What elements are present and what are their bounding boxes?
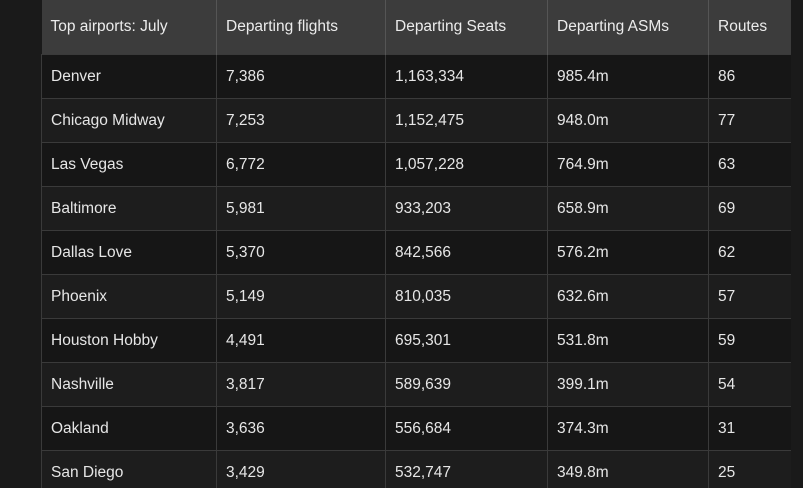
cell-departing-flights: 3,429 xyxy=(216,450,386,488)
table-row: Dallas Love 5,370 842,566 576.2m 62 xyxy=(41,230,791,275)
cell-departing-asms: 349.8m xyxy=(547,450,709,488)
cell-departing-asms: 531.8m xyxy=(547,318,709,363)
cell-airport: Las Vegas xyxy=(41,142,217,187)
cell-airport: Baltimore xyxy=(41,186,217,231)
header-departing-flights: Departing flights xyxy=(216,0,386,55)
cell-departing-flights: 3,817 xyxy=(216,362,386,407)
cell-routes: 57 xyxy=(708,274,791,319)
table-row: Phoenix 5,149 810,035 632.6m 57 xyxy=(41,274,791,319)
cell-departing-seats: 933,203 xyxy=(385,186,548,231)
cell-airport: Houston Hobby xyxy=(41,318,217,363)
table-row: Las Vegas 6,772 1,057,228 764.9m 63 xyxy=(41,142,791,187)
cell-departing-asms: 948.0m xyxy=(547,98,709,143)
table-row: Nashville 3,817 589,639 399.1m 54 xyxy=(41,362,791,407)
table-row: Denver 7,386 1,163,334 985.4m 86 xyxy=(41,54,791,99)
cell-departing-asms: 576.2m xyxy=(547,230,709,275)
cell-departing-asms: 374.3m xyxy=(547,406,709,451)
cell-departing-seats: 842,566 xyxy=(385,230,548,275)
cell-routes: 25 xyxy=(708,450,791,488)
table-row: Oakland 3,636 556,684 374.3m 31 xyxy=(41,406,791,451)
cell-departing-seats: 810,035 xyxy=(385,274,548,319)
table-body: Denver 7,386 1,163,334 985.4m 86 Chicago… xyxy=(41,54,791,488)
cell-airport: Dallas Love xyxy=(41,230,217,275)
table-row: Chicago Midway 7,253 1,152,475 948.0m 77 xyxy=(41,98,791,143)
table-header: Top airports: July Departing flights Dep… xyxy=(41,0,791,55)
cell-departing-flights: 5,149 xyxy=(216,274,386,319)
cell-airport: Chicago Midway xyxy=(41,98,217,143)
cell-routes: 69 xyxy=(708,186,791,231)
table-row: San Diego 3,429 532,747 349.8m 25 xyxy=(41,450,791,488)
cell-routes: 62 xyxy=(708,230,791,275)
header-departing-seats: Departing Seats xyxy=(385,0,548,55)
cell-departing-asms: 399.1m xyxy=(547,362,709,407)
header-row: Top airports: July Departing flights Dep… xyxy=(41,0,791,55)
cell-airport: Oakland xyxy=(41,406,217,451)
cell-routes: 31 xyxy=(708,406,791,451)
cell-routes: 77 xyxy=(708,98,791,143)
table-container: Top airports: July Departing flights Dep… xyxy=(41,0,791,488)
cell-departing-flights: 5,981 xyxy=(216,186,386,231)
header-departing-asms: Departing ASMs xyxy=(547,0,709,55)
cell-routes: 63 xyxy=(708,142,791,187)
header-routes: Routes xyxy=(708,0,791,55)
cell-airport: Denver xyxy=(41,54,217,99)
cell-routes: 86 xyxy=(708,54,791,99)
cell-departing-seats: 695,301 xyxy=(385,318,548,363)
cell-departing-flights: 7,253 xyxy=(216,98,386,143)
cell-departing-seats: 1,163,334 xyxy=(385,54,548,99)
table-row: Houston Hobby 4,491 695,301 531.8m 59 xyxy=(41,318,791,363)
cell-departing-asms: 764.9m xyxy=(547,142,709,187)
cell-departing-seats: 1,057,228 xyxy=(385,142,548,187)
header-airport: Top airports: July xyxy=(41,0,217,55)
cell-departing-seats: 532,747 xyxy=(385,450,548,488)
cell-departing-asms: 658.9m xyxy=(547,186,709,231)
cell-departing-seats: 556,684 xyxy=(385,406,548,451)
top-airports-table: Top airports: July Departing flights Dep… xyxy=(41,0,791,488)
cell-departing-seats: 589,639 xyxy=(385,362,548,407)
cell-departing-flights: 7,386 xyxy=(216,54,386,99)
cell-departing-flights: 6,772 xyxy=(216,142,386,187)
cell-airport: Nashville xyxy=(41,362,217,407)
cell-departing-seats: 1,152,475 xyxy=(385,98,548,143)
cell-airport: Phoenix xyxy=(41,274,217,319)
cell-routes: 59 xyxy=(708,318,791,363)
cell-departing-flights: 5,370 xyxy=(216,230,386,275)
table-row: Baltimore 5,981 933,203 658.9m 69 xyxy=(41,186,791,231)
cell-departing-flights: 3,636 xyxy=(216,406,386,451)
cell-routes: 54 xyxy=(708,362,791,407)
cell-departing-flights: 4,491 xyxy=(216,318,386,363)
cell-airport: San Diego xyxy=(41,450,217,488)
cell-departing-asms: 985.4m xyxy=(547,54,709,99)
cell-departing-asms: 632.6m xyxy=(547,274,709,319)
